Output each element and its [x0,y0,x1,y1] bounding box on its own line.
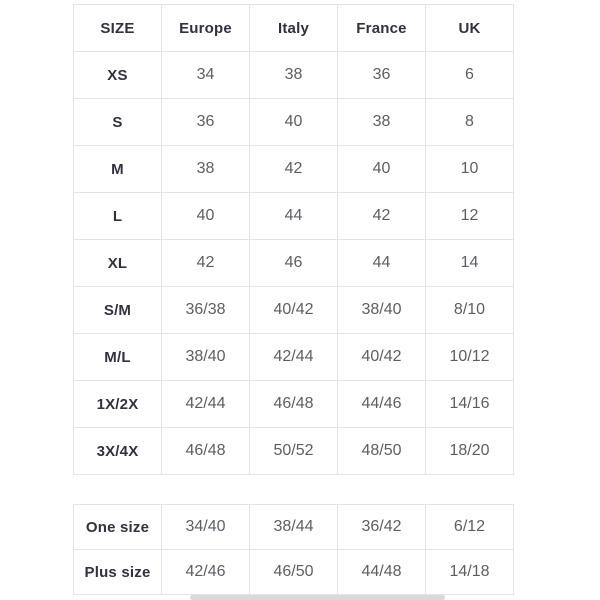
value-cell: 36/42 [337,504,426,550]
column-header-italy: Italy [249,4,338,52]
value-cell: 38/44 [249,504,338,550]
value-cell: 6 [425,51,514,99]
value-cell: 10 [425,145,514,193]
column-header-france: France [337,4,426,52]
table-row-3x4x: 3X/4X 46/48 50/52 48/50 18/20 [73,427,514,475]
table-row-xl: XL 42 46 44 14 [73,239,514,287]
size-chart-tables: SIZE Europe Italy France UK XS 34 38 36 … [73,4,514,595]
value-cell: 42 [249,145,338,193]
value-cell: 14/16 [425,380,514,428]
value-cell: 42/44 [249,333,338,381]
value-cell: 42/44 [161,380,250,428]
value-cell: 14/18 [425,549,514,595]
size-conversion-table: SIZE Europe Italy France UK XS 34 38 36 … [73,4,514,475]
row-label: S/M [73,286,162,334]
row-label: XS [73,51,162,99]
value-cell: 44 [337,239,426,287]
value-cell: 40 [249,98,338,146]
value-cell: 36 [161,98,250,146]
row-label: Plus size [73,549,162,595]
column-header-size: SIZE [73,4,162,52]
value-cell: 8 [425,98,514,146]
value-cell: 38 [337,98,426,146]
value-cell: 46/48 [249,380,338,428]
value-cell: 6/12 [425,504,514,550]
horizontal-scrollbar-thumb[interactable] [190,595,445,600]
table-row-m: M 38 42 40 10 [73,145,514,193]
value-cell: 44 [249,192,338,240]
row-label: XL [73,239,162,287]
value-cell: 38/40 [337,286,426,334]
value-cell: 34/40 [161,504,250,550]
value-cell: 42/46 [161,549,250,595]
value-cell: 18/20 [425,427,514,475]
table-row-plus-size: Plus size 42/46 46/50 44/48 14/18 [73,549,514,595]
value-cell: 10/12 [425,333,514,381]
value-cell: 40 [161,192,250,240]
value-cell: 40/42 [337,333,426,381]
table-row-one-size: One size 34/40 38/44 36/42 6/12 [73,504,514,550]
value-cell: 46/48 [161,427,250,475]
value-cell: 44/46 [337,380,426,428]
column-header-europe: Europe [161,4,250,52]
table-row-1x2x: 1X/2X 42/44 46/48 44/46 14/16 [73,380,514,428]
value-cell: 40/42 [249,286,338,334]
value-cell: 48/50 [337,427,426,475]
value-cell: 12 [425,192,514,240]
table-row-s: S 36 40 38 8 [73,98,514,146]
value-cell: 42 [161,239,250,287]
value-cell: 44/48 [337,549,426,595]
table-header-row: SIZE Europe Italy France UK [73,4,514,52]
table-row-sm: S/M 36/38 40/42 38/40 8/10 [73,286,514,334]
value-cell: 46/50 [249,549,338,595]
table-row-ml: M/L 38/40 42/44 40/42 10/12 [73,333,514,381]
value-cell: 14 [425,239,514,287]
row-label: S [73,98,162,146]
value-cell: 46 [249,239,338,287]
value-cell: 40 [337,145,426,193]
value-cell: 36 [337,51,426,99]
value-cell: 42 [337,192,426,240]
special-sizes-table: One size 34/40 38/44 36/42 6/12 Plus siz… [73,504,514,595]
row-label: M [73,145,162,193]
row-label: 3X/4X [73,427,162,475]
value-cell: 34 [161,51,250,99]
row-label: 1X/2X [73,380,162,428]
value-cell: 38 [249,51,338,99]
row-label: One size [73,504,162,550]
value-cell: 38/40 [161,333,250,381]
value-cell: 36/38 [161,286,250,334]
column-header-uk: UK [425,4,514,52]
value-cell: 50/52 [249,427,338,475]
row-label: L [73,192,162,240]
value-cell: 8/10 [425,286,514,334]
table-row-l: L 40 44 42 12 [73,192,514,240]
row-label: M/L [73,333,162,381]
table-row-xs: XS 34 38 36 6 [73,51,514,99]
value-cell: 38 [161,145,250,193]
